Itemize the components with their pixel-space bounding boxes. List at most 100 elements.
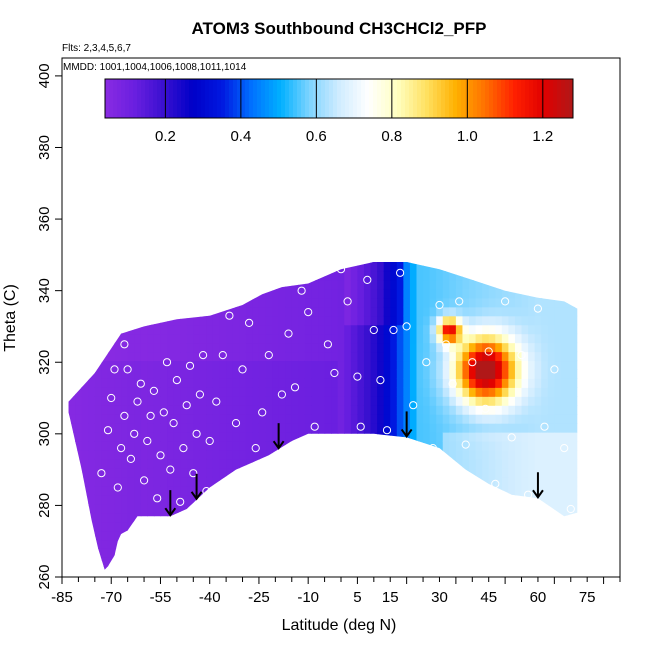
field-cell	[272, 423, 280, 433]
field-cell	[409, 262, 418, 272]
field-cell	[114, 333, 122, 344]
field-cell	[383, 315, 391, 326]
field-cell	[383, 476, 391, 487]
field-cell	[311, 476, 319, 487]
field-cell	[429, 476, 437, 487]
field-cell	[429, 512, 437, 523]
field-cell	[416, 342, 424, 353]
colorbar-cell	[413, 79, 418, 118]
field-cell	[298, 279, 306, 290]
field-cell	[140, 557, 148, 567]
field-cell	[285, 324, 293, 335]
field-cell	[488, 333, 496, 344]
field-cell	[462, 306, 470, 317]
field-cell	[186, 360, 194, 370]
field-cell	[186, 324, 194, 335]
field-cell	[88, 396, 96, 406]
field-cell	[396, 262, 404, 272]
field-cell	[337, 306, 345, 317]
field-cell	[449, 351, 457, 362]
field-cell	[81, 333, 89, 344]
field-cell	[331, 467, 339, 478]
field-cell	[304, 485, 313, 496]
field-cell	[180, 279, 188, 290]
field-cell	[514, 351, 523, 362]
field-cell	[199, 476, 208, 487]
colorbar-cell	[229, 79, 234, 118]
field-cell	[488, 378, 496, 388]
sample-point	[533, 304, 543, 313]
field-cell	[331, 539, 339, 549]
field-cell	[173, 387, 181, 397]
sample-point	[103, 426, 113, 435]
field-cell	[416, 449, 424, 460]
field-cell	[153, 539, 162, 549]
field-cell	[416, 297, 424, 308]
field-cell	[324, 351, 332, 362]
field-cell	[528, 476, 536, 487]
field-cell	[567, 306, 575, 317]
field-cell	[68, 262, 70, 272]
field-cell	[298, 270, 306, 281]
field-cell	[403, 288, 411, 299]
field-cell	[581, 423, 588, 433]
field-cell	[363, 387, 372, 397]
field-cell	[318, 387, 326, 397]
field-cell	[482, 414, 490, 424]
field-cell	[140, 333, 148, 344]
field-cell	[68, 360, 76, 370]
field-cell	[567, 262, 575, 263]
field-cell	[554, 423, 562, 433]
field-cell	[298, 548, 306, 558]
field-cell	[160, 503, 168, 514]
field-cell	[291, 351, 299, 362]
field-cell	[81, 566, 89, 570]
field-cell	[94, 494, 102, 505]
field-cell	[488, 315, 496, 326]
field-cell	[429, 485, 437, 496]
field-cell	[377, 315, 385, 326]
field-cell	[396, 557, 404, 567]
field-cell	[541, 306, 549, 317]
field-cell	[246, 244, 253, 254]
field-cell	[429, 288, 437, 299]
field-cell	[173, 405, 181, 415]
field-cell	[488, 458, 496, 469]
field-cell	[357, 485, 365, 496]
field-cell	[153, 458, 162, 469]
field-cell	[127, 485, 135, 496]
field-cell	[245, 306, 253, 317]
field-cell	[180, 512, 188, 523]
field-cell	[377, 539, 385, 549]
field-cell	[147, 512, 155, 523]
field-cell	[68, 324, 70, 335]
field-cell	[383, 449, 391, 460]
field-cell	[534, 360, 542, 370]
field-cell	[212, 270, 221, 281]
field-cell	[88, 557, 96, 567]
field-cell	[541, 467, 549, 478]
field-cell	[324, 270, 332, 281]
field-cell	[442, 494, 450, 505]
field-cell	[554, 333, 562, 344]
field-cell	[81, 548, 89, 558]
field-cell	[180, 440, 188, 451]
field-cell	[160, 539, 168, 549]
field-cell	[252, 297, 260, 308]
field-cell	[134, 476, 142, 487]
field-cell	[541, 279, 549, 290]
field-cell	[226, 333, 234, 344]
colorbar-cell	[489, 79, 494, 118]
field-cell	[167, 476, 175, 487]
field-cell	[101, 262, 109, 263]
field-cell	[239, 494, 247, 505]
field-cell	[495, 476, 503, 487]
field-cell	[581, 280, 588, 290]
field-cell	[114, 566, 122, 570]
field-cell	[521, 548, 529, 558]
field-cell	[232, 396, 240, 406]
field-cell	[377, 297, 385, 308]
field-cell	[521, 387, 529, 397]
field-cell	[147, 351, 155, 362]
field-cell	[311, 369, 319, 379]
